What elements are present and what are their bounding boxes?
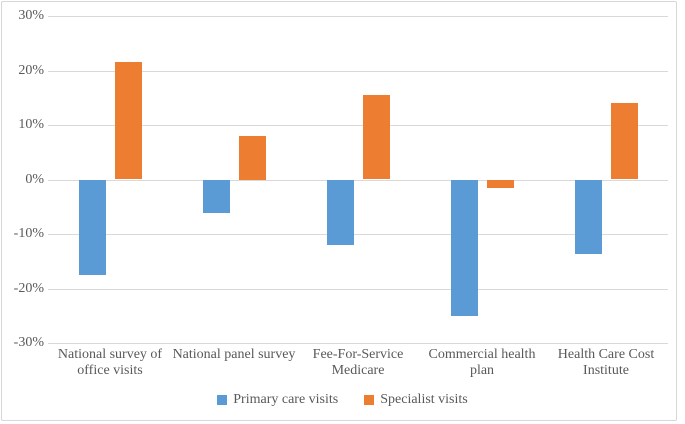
legend-item-specialist-visits: Specialist visits [364, 393, 468, 407]
x-axis-category-label-national-survey-of-office-visits: National survey of office visits [57, 347, 163, 378]
y-axis-tick-label: 10% [18, 117, 44, 132]
x-axis-category-label-commercial-health-plan: Commercial health plan [428, 347, 536, 378]
gridline-30% [48, 16, 668, 17]
legend-swatch-icon [364, 395, 375, 405]
gridline--30% [48, 343, 668, 344]
bar-primary-care-visits-national-panel-survey [203, 180, 230, 213]
legend-label: Specialist visits [380, 392, 468, 407]
bar-specialist-visits-national-panel-survey [239, 136, 266, 180]
bar-primary-care-visits-health-care-cost-institute [575, 180, 602, 254]
x-axis-category-label-health-care-cost-institute: Health Care Cost Institute [557, 347, 655, 378]
gridline-20% [48, 71, 668, 72]
legend-label: Primary care visits [233, 392, 339, 407]
x-axis-category-label-fee-for-service-medicare: Fee-For-Service Medicare [312, 347, 404, 378]
x-axis-category-label-national-panel-survey: National panel survey [172, 347, 296, 362]
y-axis-tick-label: -10% [13, 226, 44, 241]
bar-primary-care-visits-fee-for-service-medicare [327, 180, 354, 245]
bar-specialist-visits-health-care-cost-institute [611, 103, 638, 179]
gridline--20% [48, 289, 668, 290]
y-axis-tick-label: 30% [18, 8, 44, 23]
legend: Primary care visits Specialist visits [0, 393, 685, 407]
gridline-0% [48, 180, 668, 181]
y-axis-tick-label: 0% [25, 172, 44, 187]
bar-specialist-visits-commercial-health-plan [487, 180, 514, 188]
bar-specialist-visits-national-survey-of-office-visits [115, 62, 142, 179]
bar-primary-care-visits-commercial-health-plan [451, 180, 478, 316]
bar-specialist-visits-fee-for-service-medicare [363, 95, 390, 179]
legend-swatch-icon [217, 395, 228, 405]
y-axis-tick-label: 20% [18, 63, 44, 78]
legend-item-primary-care-visits: Primary care visits [217, 393, 338, 407]
y-axis-tick-label: -30% [13, 335, 44, 350]
gridline-10% [48, 125, 668, 126]
bar-primary-care-visits-national-survey-of-office-visits [79, 180, 106, 275]
gridline--10% [48, 234, 668, 235]
y-axis-tick-label: -20% [13, 281, 44, 296]
